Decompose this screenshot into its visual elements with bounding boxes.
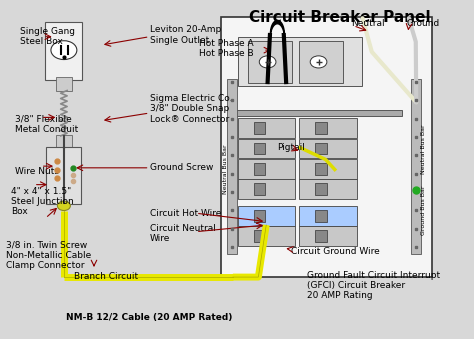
Bar — [315, 122, 327, 134]
Text: Ground Screw: Ground Screw — [150, 163, 213, 172]
Bar — [315, 163, 327, 175]
Circle shape — [259, 56, 276, 68]
Text: Sigma Electric Co.
3/8" Double Snap
Lock® Connector: Sigma Electric Co. 3/8" Double Snap Lock… — [150, 94, 232, 124]
Text: Wire Nuts: Wire Nuts — [15, 167, 59, 176]
Bar — [254, 122, 265, 134]
Bar — [228, 109, 402, 116]
FancyBboxPatch shape — [221, 17, 432, 277]
Bar — [254, 143, 265, 154]
FancyBboxPatch shape — [237, 118, 295, 138]
FancyBboxPatch shape — [299, 159, 356, 179]
FancyBboxPatch shape — [237, 226, 295, 246]
Bar — [315, 143, 327, 154]
Bar — [254, 163, 265, 175]
Text: NM-B 12/2 Cable (20 AMP Rated): NM-B 12/2 Cable (20 AMP Rated) — [66, 313, 233, 322]
Bar — [315, 210, 327, 222]
Bar — [315, 183, 327, 195]
FancyBboxPatch shape — [299, 139, 356, 158]
Text: Leviton 20-Amp
Single Outlet: Leviton 20-Amp Single Outlet — [150, 25, 221, 45]
Bar — [411, 79, 421, 254]
Circle shape — [57, 201, 70, 211]
FancyBboxPatch shape — [56, 77, 72, 91]
FancyBboxPatch shape — [237, 159, 295, 179]
Bar — [254, 210, 265, 222]
Text: Ground Fault Circuit Interrupt
(GFCI) Circuit Breaker
20 AMP Rating: Ground Fault Circuit Interrupt (GFCI) Ci… — [307, 271, 440, 300]
Text: Hot Phase A
Hot Phase B: Hot Phase A Hot Phase B — [199, 39, 254, 58]
Text: Branch Circuit: Branch Circuit — [73, 272, 137, 281]
Text: Neutral Bus Bar: Neutral Bus Bar — [421, 124, 426, 174]
Text: Circuit Ground Wire: Circuit Ground Wire — [291, 247, 380, 256]
Text: Circuit Breaker Panel: Circuit Breaker Panel — [248, 10, 430, 25]
FancyBboxPatch shape — [238, 37, 362, 86]
Text: 3/8" Flexible
Metal Conduit: 3/8" Flexible Metal Conduit — [15, 114, 79, 134]
FancyBboxPatch shape — [299, 206, 356, 226]
FancyBboxPatch shape — [237, 179, 295, 199]
Text: 4" x 4" x 1.5"
Steel Junction
Box: 4" x 4" x 1.5" Steel Junction Box — [10, 186, 73, 216]
FancyBboxPatch shape — [46, 147, 82, 204]
FancyBboxPatch shape — [299, 226, 356, 246]
Circle shape — [51, 41, 77, 60]
Text: 3/8 in. Twin Screw
Non-Metallic Cable
Clamp Connector: 3/8 in. Twin Screw Non-Metallic Cable Cl… — [6, 240, 91, 270]
FancyBboxPatch shape — [237, 139, 295, 158]
Circle shape — [310, 56, 327, 68]
Text: Circuit Hot Wire: Circuit Hot Wire — [150, 209, 221, 218]
Bar — [315, 230, 327, 242]
FancyBboxPatch shape — [299, 179, 356, 199]
Text: Ground Bus Bar: Ground Bus Bar — [421, 185, 426, 235]
FancyBboxPatch shape — [248, 41, 292, 83]
Text: Single Gang
Steel Box: Single Gang Steel Box — [20, 27, 75, 46]
Text: Pigtail: Pigtail — [277, 143, 305, 152]
Text: Neutral Bus Bar: Neutral Bus Bar — [222, 145, 228, 194]
Text: Circuit Neutral
Wire: Circuit Neutral Wire — [150, 224, 215, 243]
Bar — [254, 230, 265, 242]
Text: Neutral: Neutral — [351, 19, 384, 28]
FancyBboxPatch shape — [237, 206, 295, 226]
Bar — [254, 183, 265, 195]
Text: Ground: Ground — [407, 19, 440, 28]
Bar — [227, 79, 237, 254]
FancyBboxPatch shape — [299, 118, 356, 138]
FancyBboxPatch shape — [46, 22, 82, 80]
FancyBboxPatch shape — [299, 41, 343, 83]
FancyBboxPatch shape — [56, 135, 72, 148]
